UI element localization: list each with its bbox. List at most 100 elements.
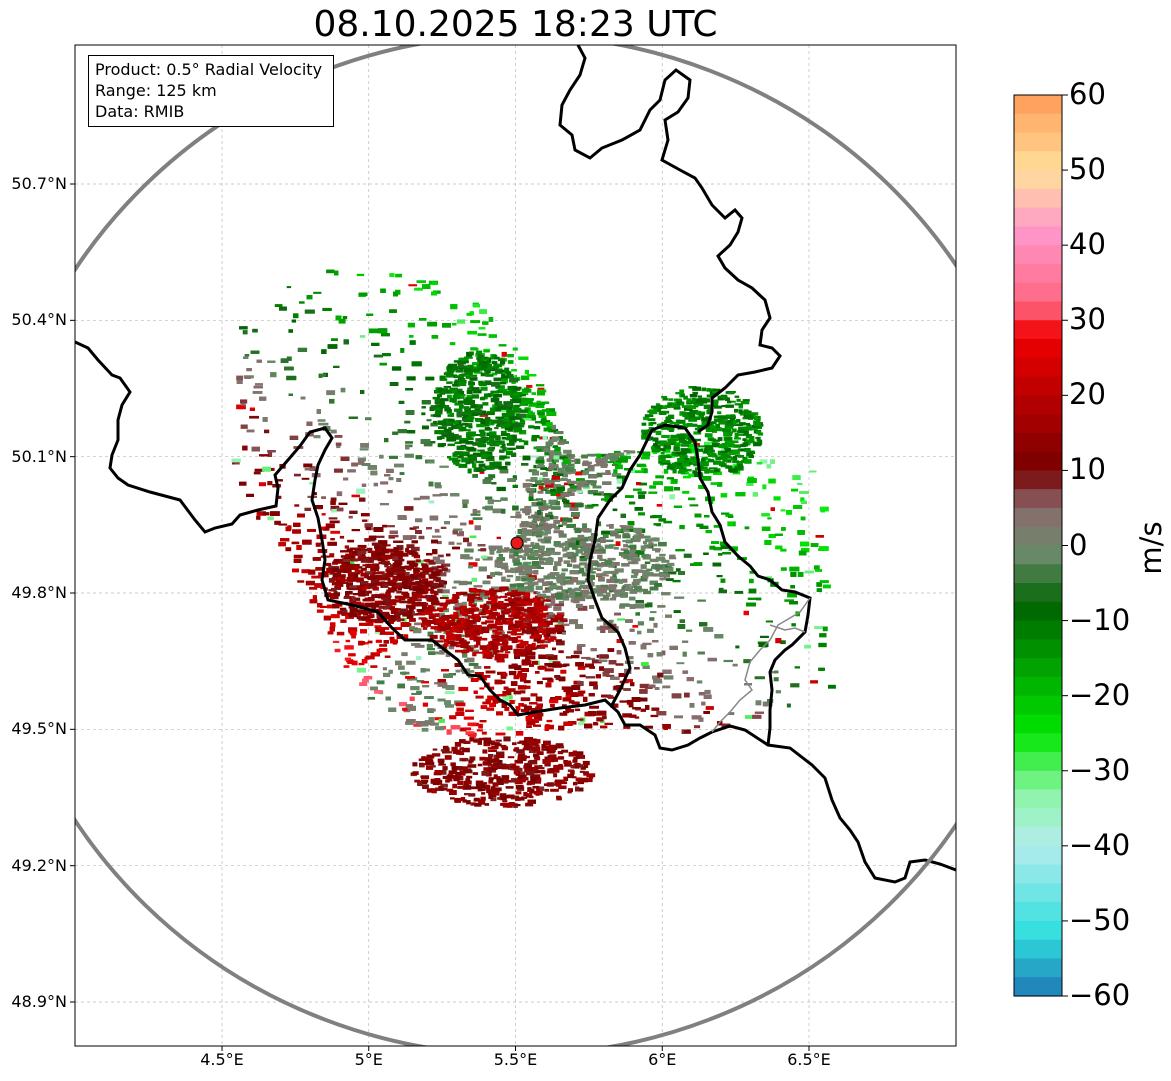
echo-pixel (610, 703, 619, 708)
echo-pixel (536, 502, 544, 506)
echo-pixel (497, 401, 502, 406)
echo-pixel (540, 436, 545, 440)
echo-pixel (474, 672, 484, 676)
echo-pixel (513, 690, 521, 695)
echo-pixel (477, 333, 487, 336)
echo-pixel (588, 693, 595, 697)
echo-pixel (524, 407, 531, 412)
echo-pixel (618, 457, 628, 463)
echo-pixel (489, 466, 495, 470)
echo-pixel (500, 674, 507, 679)
echo-pixel (533, 637, 541, 642)
echo-pixel (469, 733, 476, 738)
echo-pixel (493, 461, 502, 467)
echo-pixel (531, 455, 539, 458)
echo-pixel (289, 435, 299, 440)
echo-pixel (485, 698, 492, 703)
echo-pixel (433, 414, 438, 417)
echo-pixel (571, 655, 580, 659)
echo-pixel (496, 389, 503, 394)
echo-pixel (317, 506, 322, 510)
echo-pixel (332, 640, 340, 643)
echo-pixel (558, 524, 563, 527)
echo-pixel (756, 597, 762, 601)
echo-pixel (376, 648, 382, 653)
echo-pixel (481, 731, 487, 735)
echo-pixel (305, 580, 315, 586)
echo-pixel (507, 354, 514, 358)
echo-pixel (563, 663, 570, 667)
echo-pixel (464, 356, 473, 359)
echo-pixel (364, 523, 373, 528)
echo-pixel (544, 516, 550, 521)
echo-pixel (620, 513, 626, 518)
echo-pixel (326, 390, 336, 396)
echo-pixel (506, 374, 514, 378)
echo-pixel (541, 416, 547, 422)
echo-pixel (368, 328, 379, 334)
echo-pixel (473, 304, 480, 308)
echo-pixel (516, 445, 525, 449)
echo-pixel (472, 602, 477, 607)
echo-pixel (513, 386, 522, 390)
echo-pixel (413, 497, 421, 501)
echo-pixel (718, 553, 723, 556)
echo-pixel (455, 712, 465, 716)
echo-pixel (614, 462, 622, 465)
echo-pixel (504, 706, 510, 711)
echo-pixel (536, 448, 544, 452)
echo-pixel (421, 400, 431, 405)
echo-pixel (367, 640, 373, 644)
echo-pixel (503, 686, 509, 690)
echo-pixel (500, 440, 505, 445)
echo-pixel (322, 526, 330, 531)
echo-pixel (630, 682, 635, 687)
echo-pixel (441, 432, 449, 438)
echo-pixel (482, 580, 491, 585)
echo-pixel (587, 490, 598, 494)
echo-pixel (478, 429, 485, 433)
echo-pixel (373, 527, 384, 532)
echo-pixel (411, 540, 418, 544)
echo-pixel (416, 680, 425, 683)
echo-pixel (342, 316, 348, 320)
echo-pixel (415, 518, 423, 523)
echo-pixel (508, 711, 519, 716)
echo-pixel (657, 605, 666, 608)
echo-pixel (562, 464, 569, 470)
echo-pixel (360, 443, 369, 448)
echo-pixel (478, 327, 486, 330)
echo-pixel (441, 389, 451, 394)
echo-pixel (439, 404, 446, 408)
echo-pixel (321, 496, 326, 499)
echo-pixel (307, 529, 316, 532)
echo-pixel (537, 390, 545, 396)
echo-pixel (542, 435, 547, 440)
echo-pixel (359, 622, 368, 626)
echo-pixel (678, 571, 685, 575)
echo-pixel (252, 328, 258, 333)
echo-pixel (819, 633, 827, 638)
echo-pixel (634, 667, 640, 670)
echo-pixel (722, 552, 731, 555)
echo-pixel (515, 511, 521, 514)
echo-pixel (535, 384, 545, 387)
echo-pixel (675, 568, 681, 572)
echo-pixel (770, 507, 775, 511)
echo-pixel (582, 523, 587, 529)
echo-pixel (650, 714, 659, 718)
echo-pixel (349, 510, 358, 514)
echo-pixel (525, 399, 533, 404)
echo-pixel (304, 468, 314, 471)
echo-pixel (360, 390, 365, 394)
echo-pixel (488, 456, 495, 461)
echo-pixel (541, 641, 551, 644)
echo-pixel (566, 456, 575, 459)
echo-pixel (441, 669, 449, 672)
echo-pixel (543, 632, 551, 637)
echo-pixel (484, 417, 491, 422)
echo-pixel (356, 488, 366, 494)
echo-pixel (762, 484, 767, 490)
echo-pixel (819, 546, 829, 551)
